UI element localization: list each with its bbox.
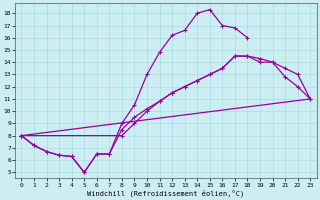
- X-axis label: Windchill (Refroidissement éolien,°C): Windchill (Refroidissement éolien,°C): [87, 189, 244, 197]
